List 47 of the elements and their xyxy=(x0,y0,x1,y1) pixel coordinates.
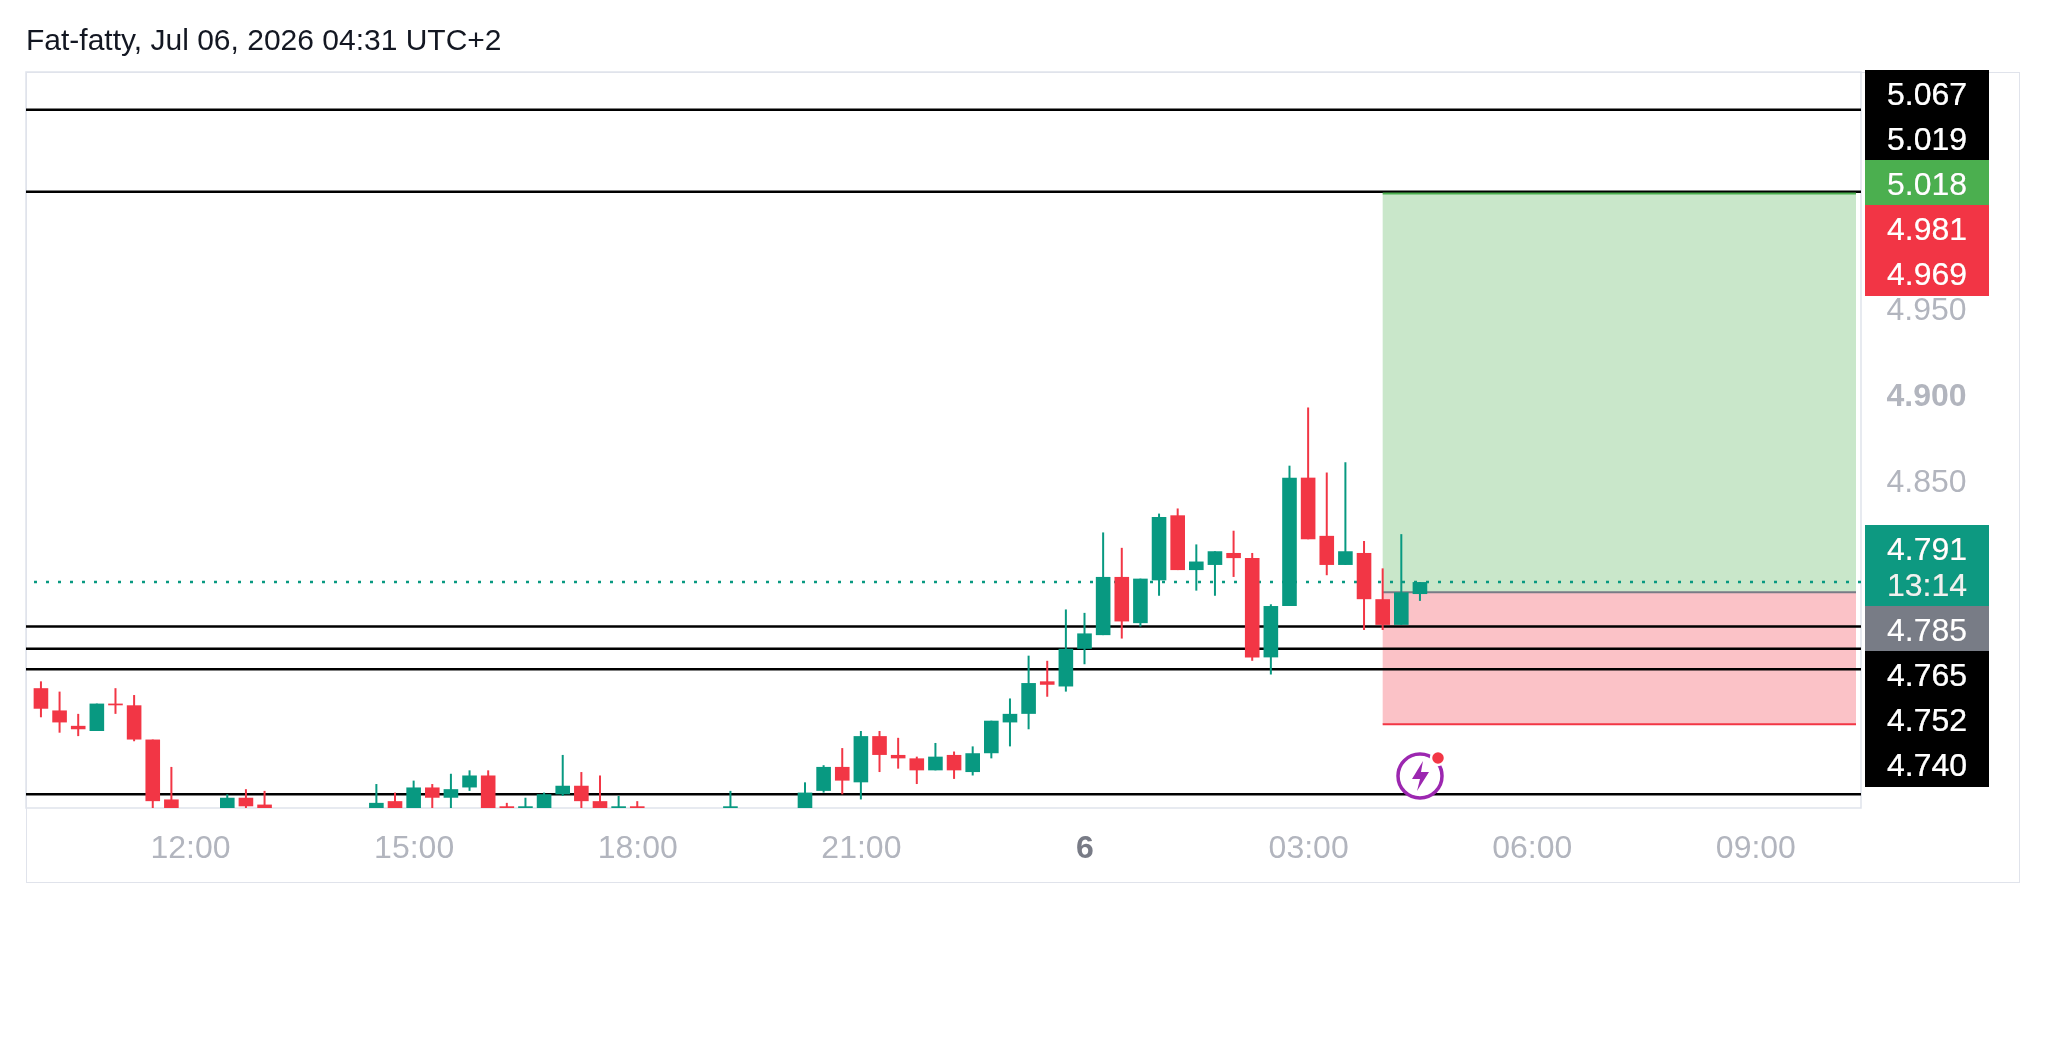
candlestick xyxy=(406,779,421,809)
candlestick xyxy=(872,729,887,774)
candlestick xyxy=(816,764,831,794)
candlestick xyxy=(238,788,254,809)
candlestick xyxy=(52,690,67,734)
candlestick xyxy=(164,765,179,809)
y-tick-label: 4.900 xyxy=(1886,377,1967,413)
candlestick xyxy=(33,680,49,719)
x-tick-label: 09:00 xyxy=(1715,828,1796,865)
x-tick-label: 15:00 xyxy=(374,828,455,865)
ref-line-label: 4.765 xyxy=(1886,656,1968,693)
y-tick-label: 4.950 xyxy=(1886,291,1967,328)
candlestick xyxy=(424,783,440,809)
candlestick xyxy=(574,771,589,809)
ref-line-label: 5.067 xyxy=(1886,75,1968,112)
x-tick-label: 6 xyxy=(1076,828,1094,865)
candlestick xyxy=(1077,611,1092,666)
ref-line-label: 4.740 xyxy=(1886,746,1968,783)
candlestick xyxy=(462,769,477,792)
candlestick xyxy=(1039,659,1055,698)
text: 4.981 xyxy=(1886,210,1968,247)
candlestick xyxy=(1338,461,1353,566)
candlestick xyxy=(909,755,925,786)
candlestick xyxy=(443,772,459,809)
data-label: 5.018 xyxy=(1886,165,1968,202)
data-label: 4.785 xyxy=(1886,611,1968,648)
ref-line-label: 4.752 xyxy=(1886,701,1968,738)
x-tick-label: 06:00 xyxy=(1492,828,1573,865)
candlestick xyxy=(592,774,608,809)
ref-line-label: 5.019 xyxy=(1886,120,1968,157)
candlestick xyxy=(70,712,86,738)
candlestick xyxy=(834,747,850,796)
x-tick-label: 18:00 xyxy=(597,828,678,865)
text: 4.969 xyxy=(1886,255,1968,292)
chart-title: Fat-fatty, Jul 06, 2026 04:31 UTC+2 xyxy=(26,23,502,56)
candlestick xyxy=(965,745,980,777)
ref-line-label: 4.791 13:14 xyxy=(1886,530,1968,603)
candlestick xyxy=(797,781,813,809)
candlestick xyxy=(928,741,943,772)
x-tick-label: 03:00 xyxy=(1268,828,1349,865)
candlestick xyxy=(1226,529,1241,578)
y-tick-label: 4.850 xyxy=(1886,462,1967,499)
candlestick xyxy=(946,750,962,780)
x-tick-label: 12:00 xyxy=(150,828,231,865)
candlestick xyxy=(1002,697,1018,748)
x-tick-label: 21:00 xyxy=(821,828,902,865)
candlestick xyxy=(555,753,571,798)
